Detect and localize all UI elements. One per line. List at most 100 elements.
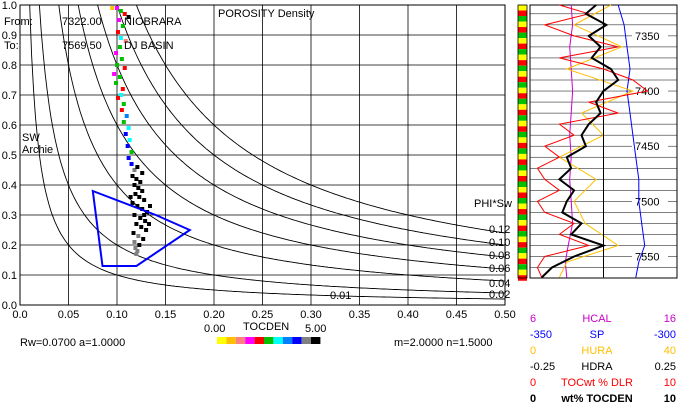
data-point [115,63,119,67]
facies-strip [518,264,527,270]
facies-strip [518,82,527,88]
facies-strip [518,236,527,243]
data-point [135,249,140,253]
depth-label-bg [632,194,668,208]
legend-max: 40 [663,345,676,357]
y-tick-label: 1.0 [2,0,17,12]
facies-strip [518,170,527,176]
facies-strip [518,225,527,232]
facies-strip [518,98,527,105]
facies-strip [518,27,527,33]
zone-polygon [91,189,192,267]
facies-strip [518,253,527,259]
depth-tick-label: 7500 [635,196,659,208]
colorbar-max: 5.00 [305,323,327,335]
data-point [115,6,119,10]
facies-strip [518,148,527,154]
facies-strip [518,142,527,149]
colorbar-swatch [264,337,274,344]
facies-strip [518,93,527,99]
data-point [132,240,137,244]
depth-tick-label: 7350 [635,31,659,43]
data-point [131,231,136,235]
crossplot-frame [19,4,506,306]
log-curve [564,4,574,278]
data-point [115,30,120,34]
y-tick-label: 0.5 [2,150,17,162]
bvw-curve [135,5,505,234]
bvw-curve-label: 0.02 [489,289,510,301]
legend-max: 10 [663,393,676,405]
facies-strip [518,198,527,204]
facies-strip [518,220,527,226]
data-point [114,81,119,85]
data-point [142,213,147,217]
bvw-curve-label: 0.06 [489,263,510,275]
data-point [135,165,140,169]
data-point [137,243,142,247]
legend-min: 0 [530,393,537,405]
data-point [118,36,123,40]
data-point [117,75,122,79]
facies-strip [518,269,527,276]
facies-strip [518,258,527,265]
data-point [123,132,128,136]
legend-row: 6 HCAL 16 [528,313,678,327]
facies-strip [518,10,527,17]
legend-min: -0.25 [530,361,556,373]
facies-strip [518,181,527,187]
legend-max: 10 [663,377,676,389]
legend-row: -350 SP -300 [528,329,678,343]
depth-tick-label: 7400 [635,86,659,98]
colorbar-swatch [301,337,311,344]
legend-name: HCAL [582,313,612,325]
facies-strip [518,16,527,22]
facies-strip [518,115,527,121]
legend-name: HURA [581,345,613,357]
colorbar-swatch [282,337,293,344]
facies-strip [518,231,527,237]
data-point [112,72,117,76]
data-point [142,198,147,202]
depth-tick-label: 7450 [635,141,659,153]
depth-label-bg [632,249,668,263]
data-point [124,114,129,118]
log-curve [558,4,635,278]
colorbar-swatch [217,337,227,344]
facies-strip [518,60,527,66]
facies-frame [517,4,528,279]
m-n-params: m=2.0000 n=1.5000 [394,337,493,349]
facies-strip [518,87,527,94]
data-point [140,171,145,175]
facies-strip [518,192,527,199]
data-point [133,192,138,196]
legend-name: TOCwt % DLR [561,377,633,389]
data-point [144,228,149,232]
bvw-curve [29,5,505,300]
data-point [132,168,137,172]
bvw-curve-label: 0.01 [330,290,351,302]
colorbar-swatch [254,337,264,344]
y-tick-label: 0.1 [2,270,17,282]
legend-name: wt% TOCDEN [561,393,633,405]
colorbar-title: TOCDEN [243,321,290,333]
legend-max: 0.25 [654,361,676,373]
data-point [126,156,131,160]
facies-strip [518,137,527,143]
log-curve [541,4,620,279]
basin-name: DJ BASIN [124,40,174,52]
data-point [134,252,139,256]
bvw-curve [77,5,505,270]
y-tick-label: 0.2 [2,240,17,252]
data-point [133,246,138,250]
data-point [130,174,135,178]
facies-strip [518,187,527,193]
to-depth: 7569.50 [62,40,102,52]
x-tick-label: 0.50 [494,309,515,321]
data-point [125,144,130,148]
facies-strip [518,32,527,39]
y-tick-label: 0.0 [2,300,17,312]
facies-strip [518,175,527,182]
x-tick-label: 0.45 [446,309,467,321]
